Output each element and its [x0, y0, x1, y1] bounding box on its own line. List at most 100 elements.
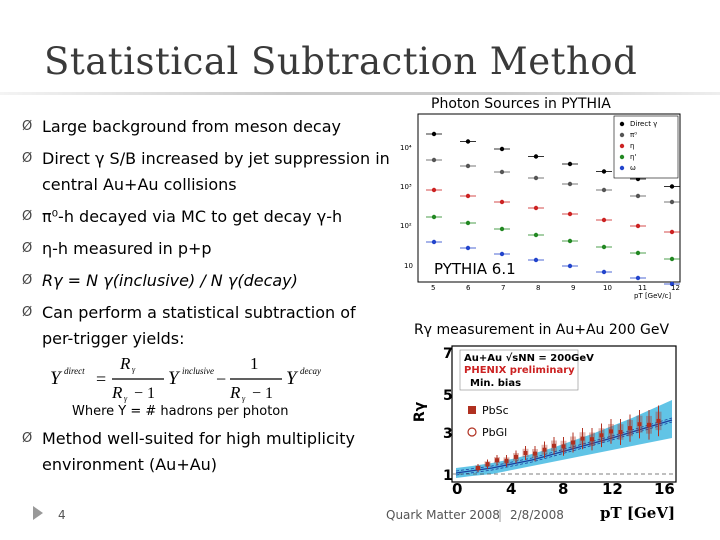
x-tick-label: 9 — [571, 284, 575, 292]
formula-equals: = — [96, 369, 106, 389]
series-point — [533, 257, 539, 263]
pythia-plot-title: Photon Sources in PYTHIA — [431, 96, 611, 112]
series-point — [567, 211, 573, 217]
series-point — [465, 163, 471, 169]
data-point — [533, 451, 537, 456]
data-point — [514, 454, 518, 459]
formula-gamma: γ — [242, 394, 246, 403]
formula-frac2-num: 1 — [250, 354, 259, 373]
series-point — [669, 199, 675, 205]
y-axis-label: Rγ — [412, 401, 428, 422]
series-point — [669, 281, 675, 287]
bullet-text: η-h measured in p+p — [42, 239, 212, 258]
series-point — [499, 199, 505, 205]
series-point — [567, 181, 573, 187]
series-point — [465, 139, 471, 144]
data-point — [637, 422, 642, 427]
y-tick-label: 10⁴ — [400, 144, 412, 152]
legend-entry: η — [630, 142, 634, 150]
data-point — [542, 447, 547, 452]
series-point — [601, 187, 607, 193]
where-note: Where Y = # hadrons per photon — [72, 404, 289, 419]
data-point — [609, 429, 613, 434]
formula-frac2-den-tail: − 1 — [252, 385, 273, 402]
series-point — [533, 175, 539, 181]
legend-centrality: Min. bias — [470, 378, 521, 389]
formula-lhs-sup: direct — [64, 366, 85, 376]
series-point — [635, 223, 641, 229]
series-point — [669, 256, 675, 262]
legend-pbsc: PbSc — [482, 404, 509, 417]
data-point — [618, 430, 623, 434]
series-point — [635, 275, 641, 281]
footer-marker-icon — [33, 506, 43, 520]
series-point — [635, 193, 641, 199]
legend-preliminary: PHENIX preliminary — [464, 365, 575, 376]
series-point — [465, 220, 471, 226]
x-tick-label: 8 — [536, 284, 540, 292]
formula-minus: − — [216, 369, 226, 389]
data-point — [571, 440, 575, 445]
data-point — [504, 458, 509, 463]
x-tick-label: 10 — [603, 284, 612, 292]
series-point — [601, 169, 607, 174]
x-tick-label: 12 — [671, 284, 680, 292]
legend-entry: Direct γ — [630, 120, 657, 128]
formula-frac1-num: R — [119, 354, 131, 373]
y-tick-label: 7 — [443, 346, 453, 362]
formula-frac1-den-tail: − 1 — [134, 385, 155, 402]
x-tick-label: 7 — [501, 284, 505, 292]
series-point — [635, 250, 641, 256]
x-tick-label: 0 — [452, 480, 462, 498]
subtraction-formula: Y direct = R γ R γ − 1 Y inclusive − 1 R… — [50, 354, 321, 403]
rgamma-points — [475, 405, 662, 472]
bullet-text: Direct γ S/B increased by jet suppressio… — [42, 149, 390, 194]
bullet-arrow-icon: Ø — [22, 305, 33, 320]
y-tick-label: 10 — [404, 262, 413, 270]
y-tick-label: 1 — [443, 468, 453, 484]
formula-frac2-den: R — [229, 383, 241, 402]
legend-marker-pbgl — [467, 427, 477, 437]
bullet-arrow-icon: Ø — [22, 151, 33, 166]
bullet-text: Method well-suited for high multiplicity… — [42, 429, 355, 474]
x-tick-label: 4 — [506, 480, 516, 498]
data-point — [599, 433, 604, 438]
series-point — [499, 169, 505, 175]
data-point — [552, 443, 556, 448]
rgamma-plot-title: Rγ measurement in Au+Au 200 GeV — [414, 322, 670, 338]
formula-gamma: γ — [132, 365, 136, 374]
series-point — [601, 269, 607, 275]
x-tick-label: 5 — [431, 284, 435, 292]
rgamma-x-axis-label: pT [GeV] — [600, 504, 676, 522]
formula-gamma: γ — [124, 394, 128, 403]
x-tick-label: 11 — [638, 284, 647, 292]
data-point — [485, 462, 490, 467]
series-point — [601, 217, 607, 223]
bullet-arrow-icon: Ø — [22, 119, 33, 134]
rgamma-curve-dashed — [455, 417, 673, 472]
legend-marker — [619, 121, 625, 127]
formula-inclusive-sup: inclusive — [182, 366, 214, 376]
legend-marker — [619, 143, 625, 149]
data-point — [590, 437, 594, 442]
data-point — [561, 444, 566, 449]
series-point — [431, 239, 437, 245]
legend-marker-pbsc — [468, 406, 476, 414]
series-point — [567, 263, 573, 269]
bullet-text: Rγ = N γ(inclusive) / N γ(decay) — [42, 271, 298, 290]
series-point — [465, 245, 471, 251]
series-point — [567, 161, 573, 167]
series-point — [533, 154, 539, 159]
series-point — [431, 187, 437, 193]
rgamma-curve-dashed — [455, 421, 673, 476]
series-point — [567, 238, 573, 244]
y-tick-label: 10² — [400, 222, 412, 230]
bullet-arrow-icon: Ø — [22, 241, 33, 256]
y-tick-label: 10³ — [400, 183, 412, 191]
data-point — [495, 458, 499, 463]
pythia-points — [426, 131, 680, 287]
series-point — [431, 131, 437, 137]
formula-frac1-den: R — [111, 383, 123, 402]
x-tick-label: 16 — [654, 480, 675, 498]
series-point — [499, 146, 505, 152]
